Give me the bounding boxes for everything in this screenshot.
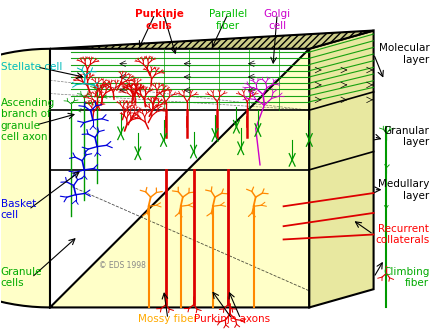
Text: Purkinje
cells: Purkinje cells: [135, 9, 184, 31]
Text: © EDS 1998: © EDS 1998: [99, 261, 146, 270]
Text: Mossy fiber: Mossy fiber: [138, 314, 198, 324]
Text: Stellate cell: Stellate cell: [1, 62, 62, 72]
Text: Granular
layer: Granular layer: [384, 126, 429, 148]
Text: Molecular
layer: Molecular layer: [378, 43, 429, 65]
Text: Basket
cell: Basket cell: [1, 199, 36, 220]
Text: Ascending
branch of
granule
cell axon: Ascending branch of granule cell axon: [1, 98, 55, 143]
Text: Climbing
fiber: Climbing fiber: [383, 267, 429, 288]
Polygon shape: [309, 31, 374, 307]
Text: Parallel
fiber: Parallel fiber: [209, 9, 247, 31]
Text: Medullary
layer: Medullary layer: [378, 179, 429, 200]
Text: Purkinje axons: Purkinje axons: [194, 314, 270, 324]
Text: Golgi
cell: Golgi cell: [264, 9, 291, 31]
Polygon shape: [0, 49, 309, 307]
Polygon shape: [50, 31, 374, 49]
Text: Granule
cells: Granule cells: [1, 267, 42, 288]
Text: Recurrent
collaterals: Recurrent collaterals: [375, 224, 429, 245]
